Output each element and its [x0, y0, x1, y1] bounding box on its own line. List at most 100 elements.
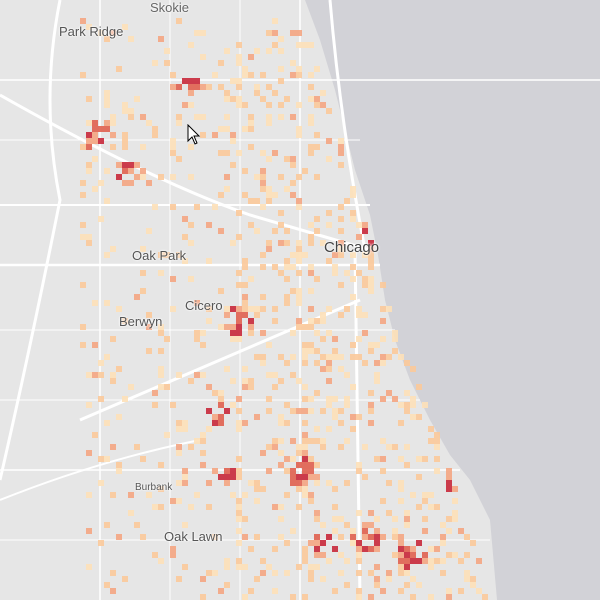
heat-cell [464, 534, 470, 540]
heat-cell [332, 336, 338, 342]
heat-cell [434, 438, 440, 444]
heat-cell [80, 234, 86, 240]
heat-cell [80, 222, 86, 228]
heat-cell [224, 48, 230, 54]
heat-cell [272, 588, 278, 594]
heat-cell [350, 210, 356, 216]
heat-cell [194, 492, 200, 498]
heat-cell [272, 42, 278, 48]
heat-cell [338, 150, 344, 156]
heat-cell [206, 84, 212, 90]
heat-cell [344, 522, 350, 528]
heat-cell [332, 414, 338, 420]
heat-cell [266, 468, 272, 474]
heat-cell [86, 450, 92, 456]
heat-cell [356, 510, 362, 516]
heat-cell [404, 510, 410, 516]
heat-cell [86, 96, 92, 102]
heat-cell [434, 546, 440, 552]
heat-cell [296, 324, 302, 330]
heat-cell [212, 420, 218, 426]
heat-cell [224, 408, 230, 414]
heat-cell [326, 396, 332, 402]
heat-cell [254, 414, 260, 420]
place-label-chicago: Chicago [324, 239, 380, 256]
heat-cell [374, 564, 380, 570]
heat-cell [326, 156, 332, 162]
heat-cell [170, 276, 176, 282]
heat-cell [302, 348, 308, 354]
heat-cell [110, 570, 116, 576]
heat-cell [422, 552, 428, 558]
heat-cell [176, 252, 182, 258]
heat-cell [98, 180, 104, 186]
heat-cell [278, 378, 284, 384]
heat-cell [236, 498, 242, 504]
heat-cell [158, 384, 164, 390]
heat-cell [404, 546, 410, 552]
heat-cell [116, 174, 122, 180]
heat-cell [188, 102, 194, 108]
heat-cell [176, 120, 182, 126]
heat-cell [242, 168, 248, 174]
heat-cell [290, 330, 296, 336]
heat-cell [380, 318, 386, 324]
heat-cell [296, 72, 302, 78]
heat-cell [338, 204, 344, 210]
heat-cell [344, 480, 350, 486]
heat-cell [200, 450, 206, 456]
heat-cell [104, 90, 110, 96]
heat-cell [260, 354, 266, 360]
heat-cell [428, 546, 434, 552]
heat-cell [104, 120, 110, 126]
heat-cell [242, 66, 248, 72]
heat-cell [314, 564, 320, 570]
heat-cell [410, 552, 416, 558]
heat-cell [260, 360, 266, 366]
heat-cell [338, 552, 344, 558]
heat-cell [104, 300, 110, 306]
heat-cell [86, 564, 92, 570]
heat-cell [446, 474, 452, 480]
heat-cell [374, 534, 380, 540]
heat-cell [236, 336, 242, 342]
heat-cell [104, 102, 110, 108]
heat-cell [272, 384, 278, 390]
heat-cell [476, 558, 482, 564]
heat-cell [98, 456, 104, 462]
heat-cell [242, 102, 248, 108]
heat-cell [284, 468, 290, 474]
heat-cell [332, 516, 338, 522]
heat-cell [314, 540, 320, 546]
heat-cell [236, 42, 242, 48]
heat-cell [86, 240, 92, 246]
heat-cell [260, 174, 266, 180]
heat-cell [290, 468, 296, 474]
heat-cell [248, 318, 254, 324]
heat-cell [392, 552, 398, 558]
heat-cell [230, 306, 236, 312]
heat-cell [368, 342, 374, 348]
heat-cell [218, 192, 224, 198]
heat-cell [362, 276, 368, 282]
heat-cell [158, 486, 164, 492]
heat-cell [230, 402, 236, 408]
place-label-skokie: Skokie [150, 0, 190, 15]
heat-cell [332, 354, 338, 360]
heat-cell [242, 378, 248, 384]
heat-cell [314, 480, 320, 486]
heat-cell [146, 228, 152, 234]
heat-cell [236, 540, 242, 546]
heat-cell [374, 582, 380, 588]
heat-cell [284, 456, 290, 462]
heat-cell [320, 312, 326, 318]
heat-cell [254, 306, 260, 312]
heat-cell [80, 18, 86, 24]
place-label-berwyn: Berwyn [119, 314, 163, 329]
heat-cell [122, 138, 128, 144]
heat-cell [308, 342, 314, 348]
heat-cell [392, 336, 398, 342]
heat-cell [110, 120, 116, 126]
heat-cell [110, 246, 116, 252]
